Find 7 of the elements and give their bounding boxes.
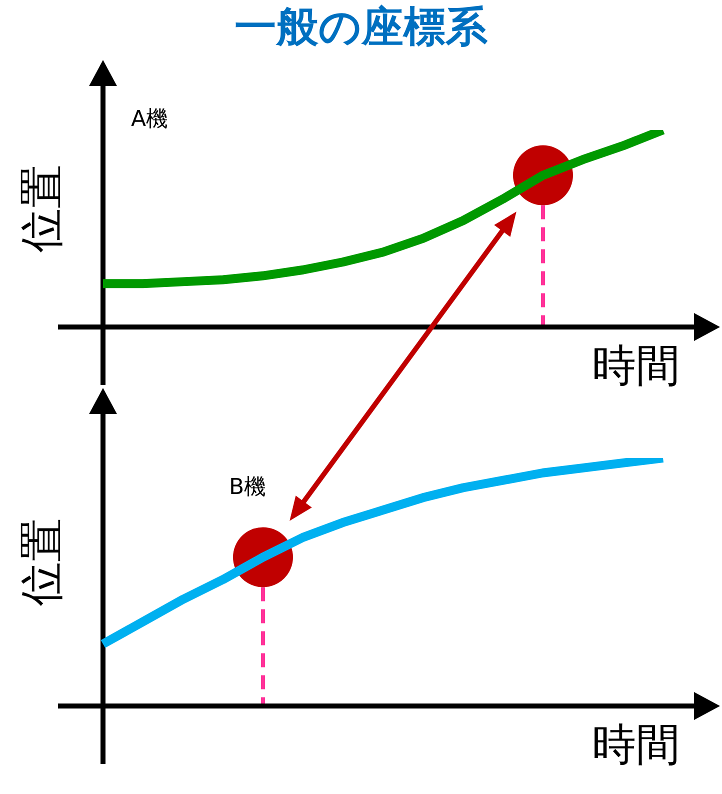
x-axis-title: 時間 <box>592 340 680 392</box>
y-axis-title: 位置 <box>16 164 68 252</box>
y-axis-title: 位置 <box>16 518 68 606</box>
chart-title: 一般の座標系 <box>234 2 488 52</box>
annotation: A機 <box>130 106 168 132</box>
x-axis-title: 時間 <box>592 719 680 770</box>
annotation: B機 <box>228 475 266 500</box>
